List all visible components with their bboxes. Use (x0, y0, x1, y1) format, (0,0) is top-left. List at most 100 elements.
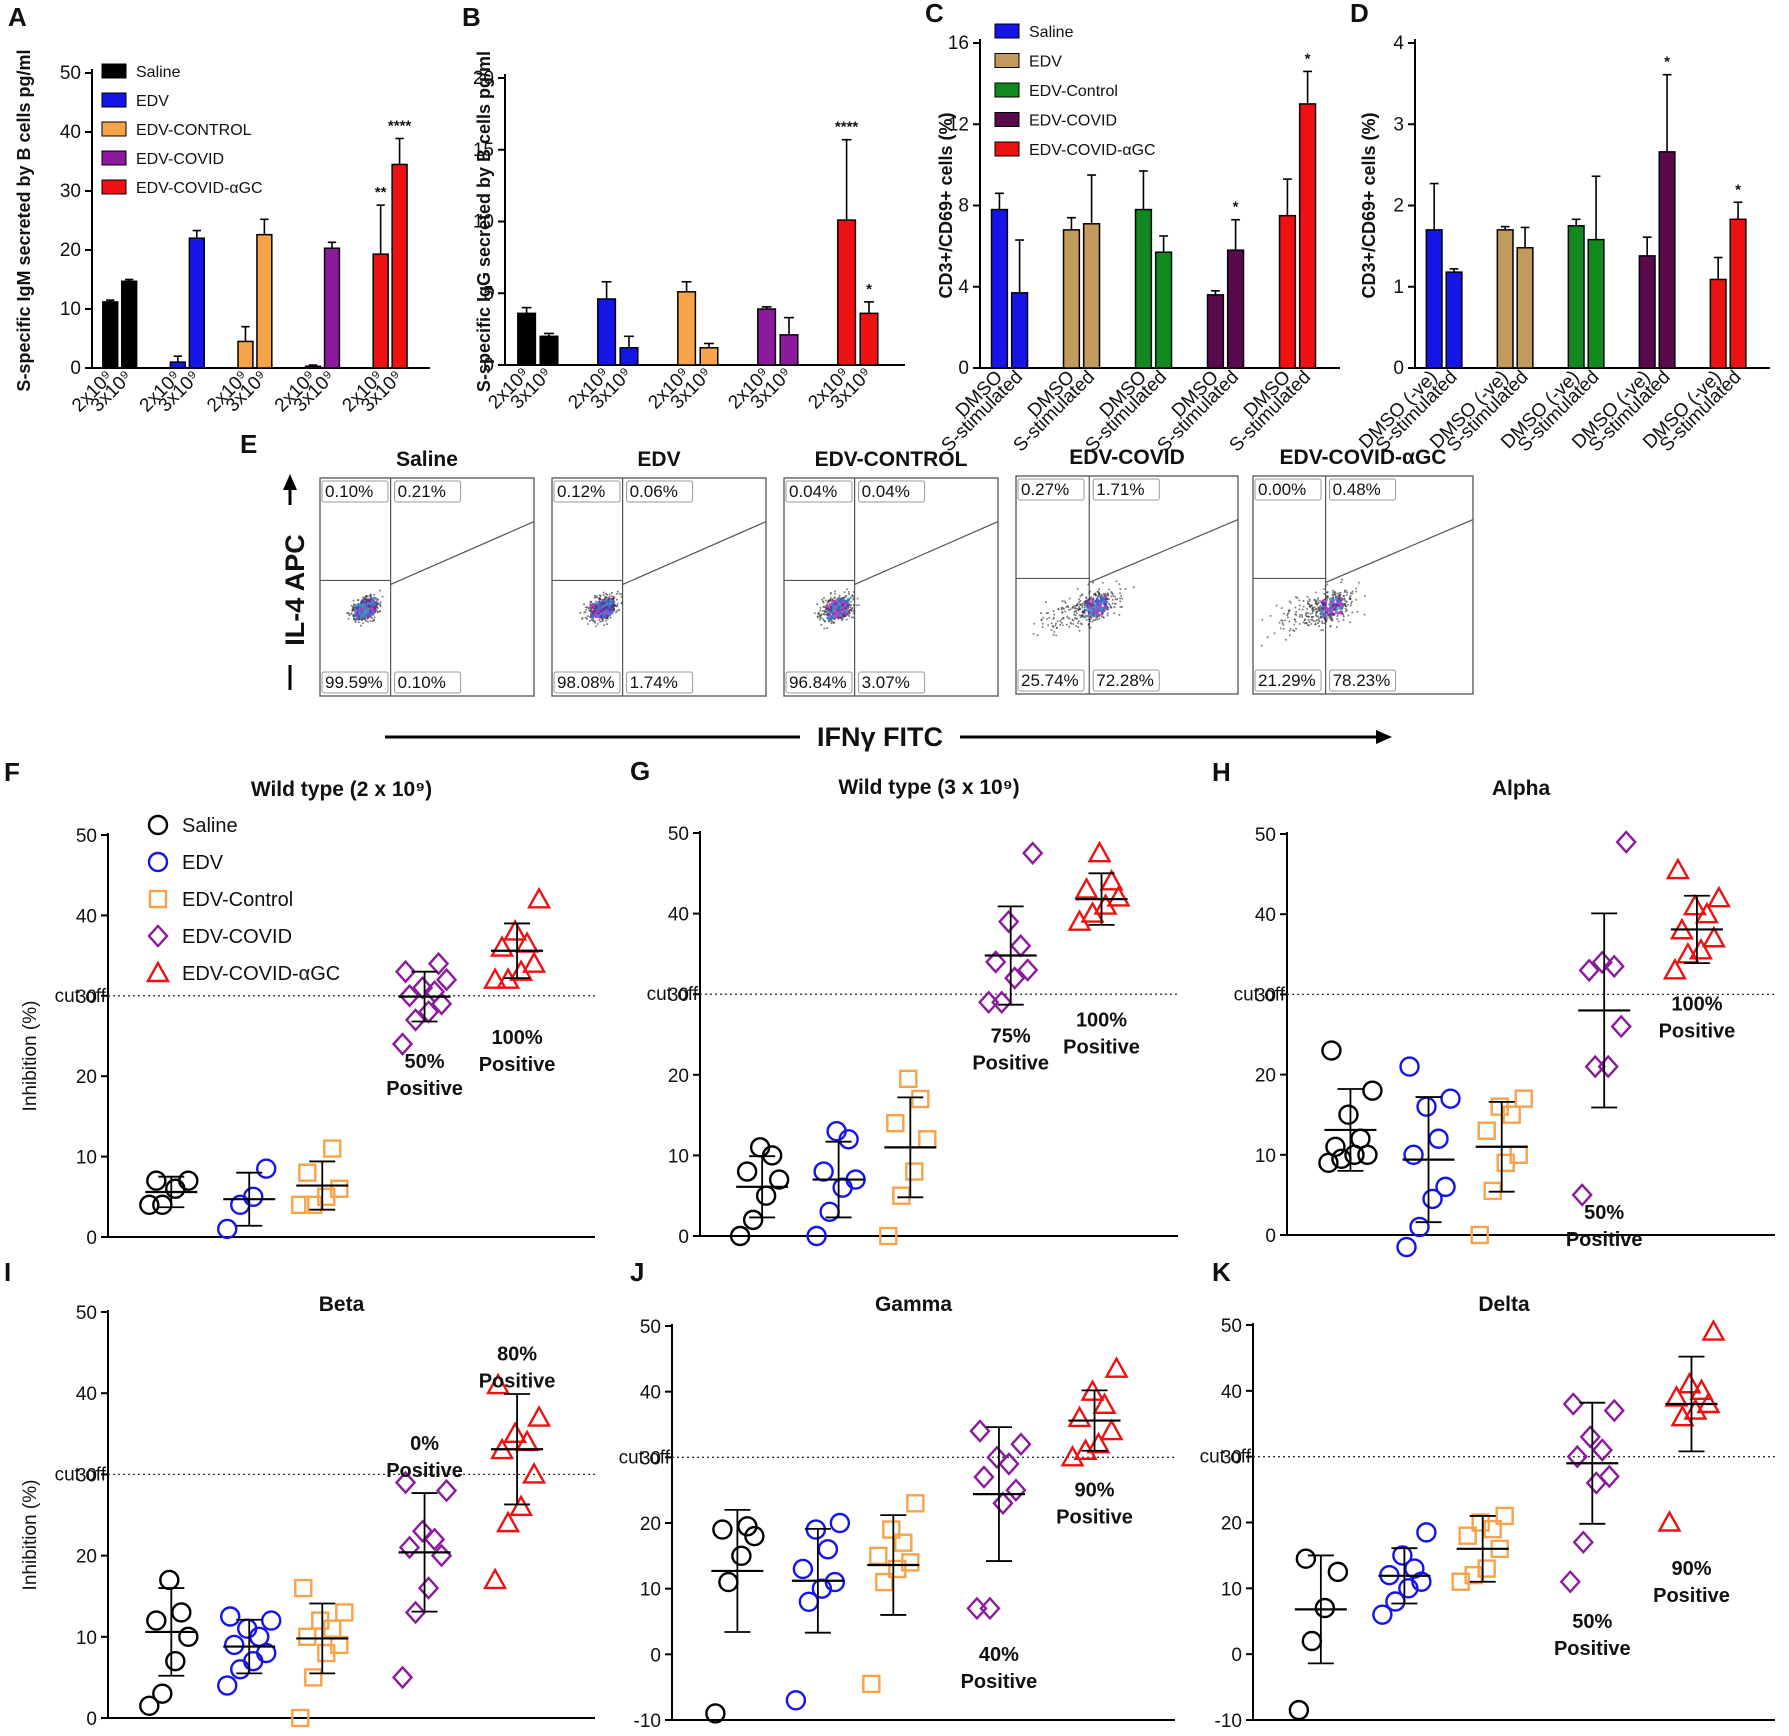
event-dot (1285, 638, 1288, 641)
data-point (811, 1578, 833, 1599)
y-tick-label: 16 (948, 33, 969, 54)
event-dot (1336, 618, 1339, 621)
event-dot (821, 617, 824, 620)
quadrant-label-box (1329, 669, 1397, 692)
y-tick-label: 30 (1221, 1448, 1242, 1469)
event-dot (1334, 597, 1338, 601)
legend-label: EDV (182, 852, 224, 874)
data-point (1321, 1040, 1342, 1061)
facs-plot-title: Saline (396, 448, 458, 471)
event-dot (1124, 587, 1127, 590)
data-point (224, 1634, 245, 1656)
event-dot (1083, 612, 1086, 615)
y-tick-label: 10 (640, 1580, 661, 1601)
data-point (742, 1209, 764, 1231)
event-dot (352, 599, 355, 602)
y-axis-label: Inhibition (%) (20, 1001, 41, 1112)
event-dot (1313, 608, 1316, 611)
data-point (1428, 1128, 1449, 1149)
y-tick-label: 2 (1393, 196, 1404, 217)
data-point (411, 975, 434, 1000)
event-dot (823, 627, 826, 630)
legend-label: Saline (1029, 24, 1074, 41)
event-dot (1101, 613, 1104, 616)
event-dot (1033, 622, 1036, 625)
event-dot (376, 601, 379, 604)
event-dot (1286, 616, 1289, 619)
legend-swatch (101, 121, 127, 137)
event-dot (1340, 606, 1344, 610)
y-tick-label: 50 (1255, 825, 1276, 846)
event-dot (1348, 596, 1351, 599)
event-dot (1054, 622, 1057, 625)
event-dot (1343, 589, 1346, 592)
event-dot (603, 602, 607, 606)
data-point (817, 1539, 839, 1560)
event-dot (596, 602, 600, 606)
legend-swatch (101, 179, 127, 195)
event-dot (360, 600, 364, 604)
legend-label: EDV (136, 93, 169, 110)
event-dot (1104, 601, 1108, 605)
data-point (1603, 1398, 1625, 1423)
event-dot (603, 598, 606, 601)
event-dot (1302, 605, 1305, 608)
event-dot (605, 619, 608, 622)
data-point (178, 1626, 199, 1648)
event-dot (1064, 610, 1067, 613)
event-dot (1112, 594, 1115, 597)
panel-title: Alpha (1492, 777, 1551, 800)
event-dot (1323, 622, 1326, 625)
event-dot (1090, 601, 1094, 605)
event-dot (1100, 611, 1104, 615)
event-dot (1093, 593, 1096, 596)
data-point (298, 1163, 317, 1182)
event-dot (1342, 615, 1345, 618)
event-dot (590, 608, 593, 611)
event-dot (1315, 614, 1318, 617)
y-tick-label: 40 (76, 906, 97, 927)
positivity-annotation: 100% (492, 1027, 543, 1049)
event-dot (821, 600, 824, 603)
event-dot (607, 597, 611, 601)
event-dot (1106, 614, 1109, 617)
data-point (985, 950, 1007, 974)
data-point (1514, 1089, 1533, 1108)
event-dot (1323, 598, 1326, 601)
event-dot (1310, 604, 1313, 607)
legend-label: EDV-COVID (1029, 113, 1117, 130)
event-dot (1073, 607, 1076, 610)
event-dot (1279, 627, 1282, 630)
data-point (1585, 1471, 1607, 1495)
event-dot (1335, 604, 1339, 608)
event-dot (832, 605, 836, 609)
event-dot (819, 616, 822, 619)
event-dot (1319, 608, 1322, 611)
facs-plot-title: EDV-COVID (1069, 446, 1185, 469)
event-dot (1072, 605, 1075, 608)
event-dot (1119, 588, 1122, 591)
event-dot (373, 616, 376, 619)
significance-star: * (1735, 181, 1741, 198)
event-dot (1061, 606, 1064, 609)
data-point (1010, 1432, 1032, 1456)
facs-plot-title: EDV (637, 448, 680, 471)
event-dot (361, 607, 365, 611)
y-tick-label: 50 (76, 826, 97, 847)
event-dot (841, 598, 845, 602)
data-point (515, 931, 540, 953)
y-tick-label: 20 (668, 1066, 689, 1087)
event-dot (589, 613, 592, 616)
event-dot (1065, 623, 1068, 626)
legend-label: Saline (182, 815, 238, 837)
y-tick-label: 30 (1255, 985, 1276, 1006)
event-dot (1087, 611, 1091, 615)
data-point (718, 1571, 739, 1593)
data-point (294, 1578, 313, 1598)
event-dot (821, 598, 824, 601)
data-point (1314, 1597, 1336, 1619)
event-dot (1309, 612, 1312, 615)
event-dot (1119, 592, 1122, 595)
event-dot (1088, 590, 1091, 593)
event-dot (1339, 596, 1343, 600)
